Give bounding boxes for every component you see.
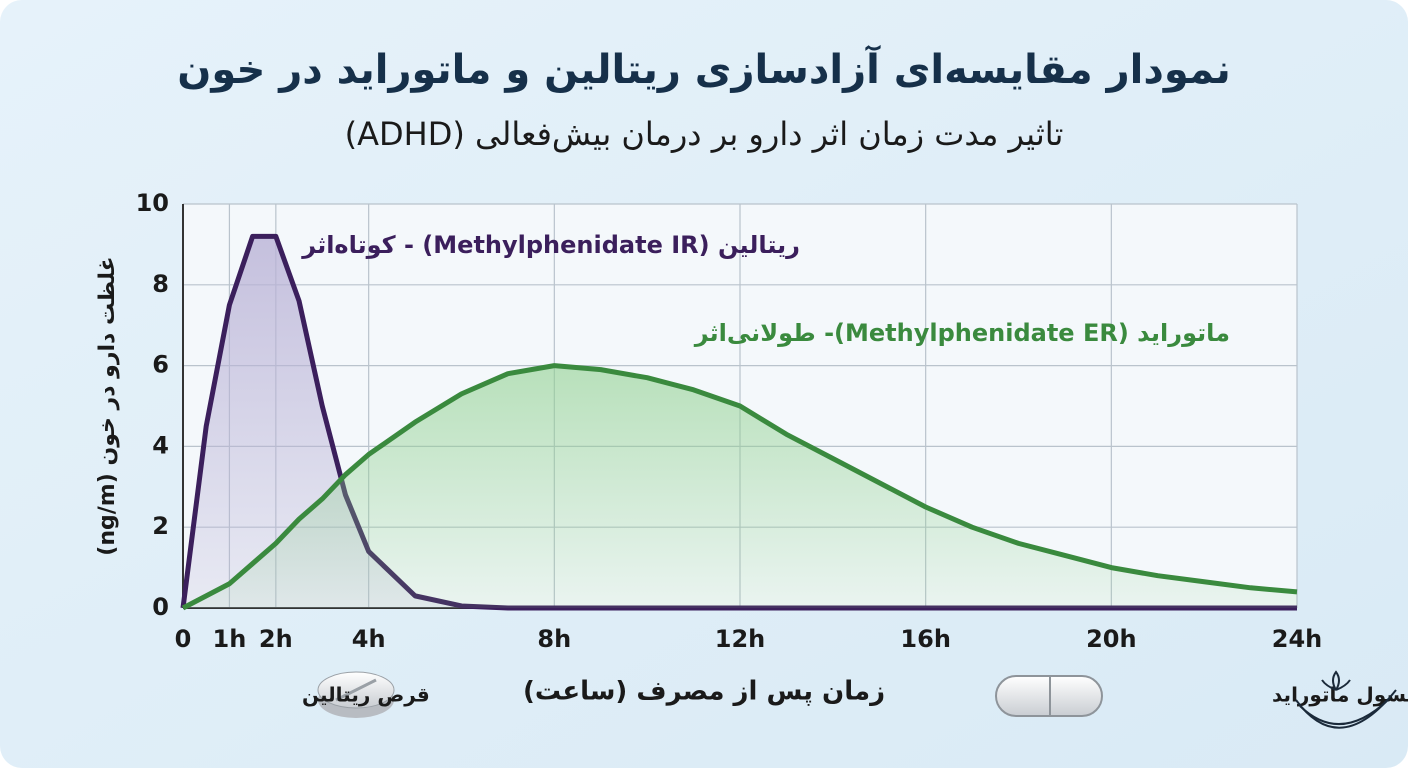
series-line bbox=[181, 363, 1298, 611]
x-tick-label: 4h bbox=[352, 625, 386, 653]
y-tick-label: 4 bbox=[152, 431, 169, 459]
x-tick-label: 2h bbox=[259, 625, 293, 653]
y-tick-label: 0 bbox=[152, 593, 169, 621]
logo bbox=[1295, 670, 1397, 729]
x-tick-label: 20h bbox=[1086, 625, 1136, 653]
tablet-icon bbox=[317, 671, 395, 718]
x-axis-label: زمان پس از مصرف (ساعت) bbox=[523, 677, 885, 707]
icon-label: کپسول ماتوراید bbox=[1272, 683, 1408, 708]
chart-subtitle: تاثیر مدت زمان اثر دارو بر درمان بیش‌فعا… bbox=[345, 115, 1064, 153]
x-tick-label: 1h bbox=[213, 625, 247, 653]
x-tick-label: 24h bbox=[1272, 625, 1322, 653]
y-tick-label: 6 bbox=[152, 351, 169, 379]
legend-label: ریتالین (Methylphenidate IR) - کوتاه‌اثر bbox=[301, 231, 800, 259]
icon-label: قرص ریتالین bbox=[302, 683, 430, 707]
x-tick-label: 8h bbox=[537, 625, 571, 653]
chart-title: نمودار مقایسه‌ای آزادسازی ریتالین و ماتو… bbox=[177, 44, 1231, 93]
x-tick-label: 16h bbox=[900, 625, 950, 653]
capsule-icon bbox=[995, 675, 1103, 717]
y-tick-label: 2 bbox=[152, 512, 169, 540]
series-area bbox=[183, 365, 1297, 608]
y-tick-label: 10 bbox=[136, 189, 169, 217]
x-tick-label: 12h bbox=[715, 625, 765, 653]
x-tick-label: 0 bbox=[175, 625, 192, 653]
y-axis-label: غلظت دارو در خون (ng/m) bbox=[95, 256, 120, 555]
legend-label: ماتوراید (Methylphenidate ER)- طولانی‌اث… bbox=[694, 319, 1230, 347]
y-tick-label: 8 bbox=[152, 270, 169, 298]
